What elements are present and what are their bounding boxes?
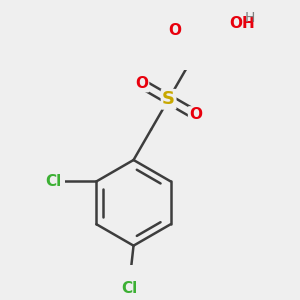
Text: H: H: [244, 11, 255, 25]
Text: S: S: [162, 90, 175, 108]
Text: O: O: [189, 107, 202, 122]
Text: O: O: [168, 23, 181, 38]
Text: O: O: [135, 76, 148, 91]
Text: Cl: Cl: [122, 281, 138, 296]
Text: OH: OH: [229, 16, 255, 32]
Text: Cl: Cl: [45, 174, 62, 189]
